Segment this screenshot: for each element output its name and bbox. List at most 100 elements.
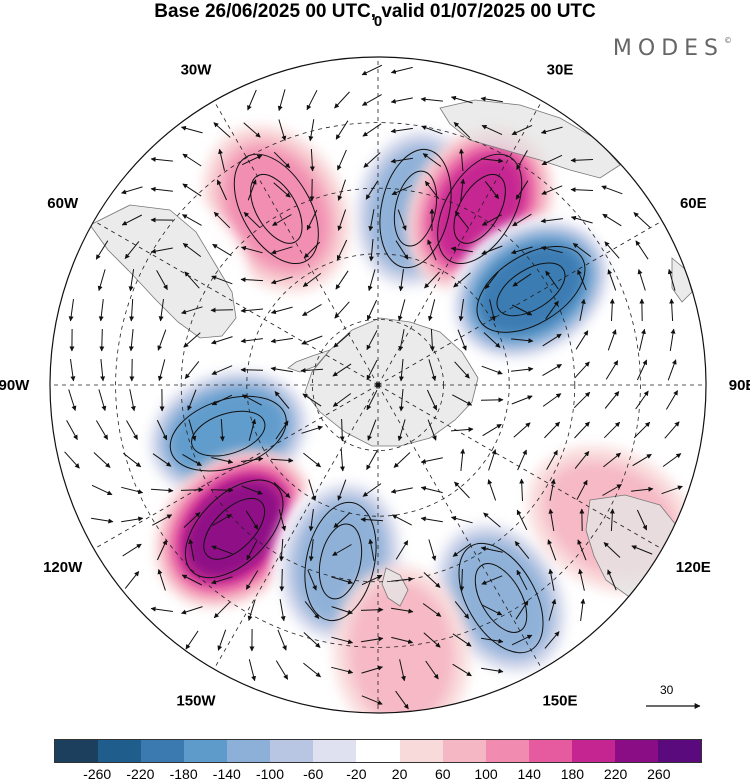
wind-arrow	[240, 245, 263, 254]
wind-arrow	[128, 329, 134, 352]
wind-arrow	[247, 179, 257, 201]
wind-arrow	[395, 540, 409, 560]
longitude-label: 150W	[176, 692, 216, 709]
wind-arrow	[390, 66, 413, 74]
wind-arrow	[423, 632, 441, 648]
wind-arrow	[391, 607, 414, 614]
wind-arrow	[308, 539, 314, 562]
wind-arrow	[121, 516, 144, 523]
wind-arrow	[424, 271, 440, 289]
wind-arrow	[122, 543, 142, 557]
wind-arrow	[542, 393, 562, 407]
meridian-line	[213, 100, 379, 386]
wind-arrow	[270, 457, 294, 463]
wind-arrow	[423, 572, 441, 588]
wind-arrow	[450, 426, 474, 432]
wind-arrow	[331, 666, 354, 675]
wind-arrow	[152, 453, 172, 467]
landmass-shape	[89, 204, 237, 339]
wind-arrow	[332, 393, 352, 407]
wind-arrow	[511, 395, 533, 405]
wind-arrow	[302, 272, 322, 288]
wind-arrow	[363, 152, 381, 168]
wind-arrow	[247, 89, 257, 111]
wind-arrow	[481, 575, 503, 585]
wind-arrow	[335, 270, 349, 290]
colorbar	[54, 739, 702, 763]
wind-arrow	[515, 180, 529, 200]
wind-arrow	[669, 328, 676, 351]
wind-arrow	[157, 569, 166, 591]
wind-arrow	[513, 422, 531, 438]
wind-arrow	[397, 299, 406, 322]
wind-arrow	[308, 119, 315, 142]
wind-arrow	[483, 512, 501, 528]
wind-arrow	[366, 299, 378, 321]
colorbar-tick-label: -180	[169, 766, 198, 782]
wind-arrow	[331, 576, 354, 585]
colorbar-swatch	[141, 740, 185, 762]
colorbar-tick-label: 20	[391, 766, 408, 782]
colorbar-tick-label: 180	[560, 766, 585, 782]
wind-arrow	[421, 125, 443, 135]
wind-arrow	[309, 148, 315, 172]
wind-arrow	[481, 637, 504, 644]
wind-arrow	[604, 391, 620, 409]
wind-arrow	[124, 241, 140, 259]
wind-arrow	[429, 328, 435, 352]
wind-arrow	[458, 299, 464, 322]
wind-arrow	[481, 365, 503, 375]
longitude-labels: 030E60E90E120E150E180150W120W90W60W30W	[0, 13, 750, 758]
longitude-label: 30W	[181, 62, 213, 79]
wind-arrow	[481, 158, 504, 164]
modes-logo: MODES©	[613, 36, 732, 61]
wind-arrow	[398, 358, 404, 382]
wind-arrow	[482, 423, 502, 437]
wind-arrow	[366, 330, 378, 351]
wind-arrow	[241, 485, 263, 495]
longitude-label: 60W	[47, 195, 79, 212]
wind-arrow	[548, 598, 557, 621]
wind-arrow	[488, 449, 497, 471]
wind-arrow	[460, 448, 466, 471]
wind-arrow	[390, 157, 413, 164]
wind-arrow	[574, 421, 590, 439]
wind-arrow	[665, 390, 679, 410]
wind-arrow	[277, 629, 287, 651]
wind-arrow	[183, 512, 201, 528]
wind-arrow	[361, 94, 382, 106]
wind-arrow	[302, 393, 322, 407]
wind-arrow	[459, 568, 465, 592]
wind-arrow	[248, 659, 257, 682]
wind-arrow	[334, 301, 350, 319]
wind-arrow	[450, 246, 473, 253]
wind-arrow	[603, 452, 621, 468]
wind-arrow	[98, 299, 104, 322]
colorbar-swatch	[399, 740, 443, 762]
wind-arrow	[211, 275, 233, 285]
wind-arrow	[308, 509, 314, 532]
wind-arrow	[484, 270, 500, 290]
wind-arrow	[308, 479, 317, 501]
wind-arrow	[188, 538, 195, 561]
wind-arrow	[368, 209, 375, 232]
wind-arrow	[427, 239, 437, 261]
colorbar-swatch	[184, 740, 228, 762]
wind-arrow	[368, 238, 374, 262]
wind-arrow	[270, 276, 293, 285]
colorbar-tick-label: 220	[603, 766, 628, 782]
wind-arrow	[540, 126, 563, 135]
wind-arrow	[64, 451, 80, 469]
meridian-line	[377, 220, 663, 386]
wind-arrow	[427, 299, 436, 322]
wind-arrow	[511, 124, 533, 136]
wind-arrow	[452, 394, 473, 406]
wind-arrow	[574, 361, 590, 379]
wind-arrow	[481, 245, 503, 255]
wind-arrow	[570, 215, 593, 224]
wind-arrow	[516, 569, 528, 591]
wind-arrow	[182, 153, 202, 167]
wind-arrow	[150, 606, 173, 612]
wind-arrow	[398, 329, 405, 352]
wind-arrow	[420, 486, 443, 494]
